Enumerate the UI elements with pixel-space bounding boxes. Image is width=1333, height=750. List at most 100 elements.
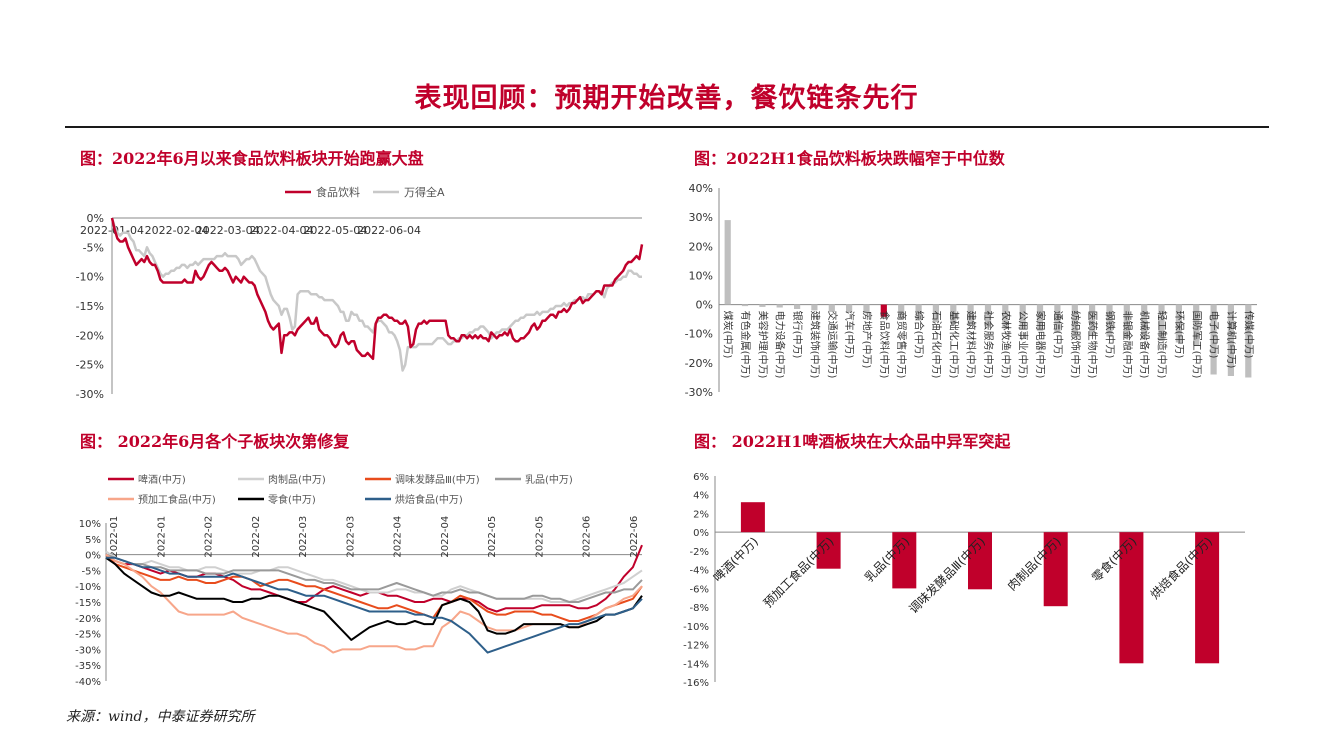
y-tick-label: 30% — [689, 211, 713, 224]
y-tick-label: 0% — [693, 528, 709, 539]
legend-label: 万得全A — [404, 185, 445, 199]
bar — [984, 304, 992, 327]
bar — [1106, 304, 1113, 337]
y-tick-label: -25% — [76, 359, 104, 372]
category-label: 农林牧渔(中万) — [999, 311, 1012, 379]
category-label: 银行(中万) — [791, 311, 804, 359]
y-tick-label: 6% — [693, 472, 709, 483]
legend-label: 零食(中万) — [268, 493, 316, 506]
category-label: 公用事业(中万) — [1017, 311, 1030, 379]
panel-title-sub-sector-recovery: 图： 2022年6月各个子板块次第修复 — [80, 432, 350, 451]
bar — [794, 304, 801, 309]
bar — [1036, 304, 1044, 331]
x-tick-label: 2022-04 — [393, 516, 404, 558]
bar — [1175, 304, 1182, 343]
category-label: 建筑装饰(中万) — [809, 311, 822, 379]
bar — [1019, 304, 1026, 330]
category-label: 石油石化(中万) — [930, 311, 943, 379]
y-tick-label: -15% — [75, 598, 101, 609]
bar — [1141, 304, 1148, 340]
category-label: 电子(中万) — [1208, 311, 1221, 359]
x-tick-label: 2022-03 — [345, 516, 356, 558]
sub-sector-returns-chart: 6% 4% 2% 0% -2% -4% -6% -8% -10% -12% -14% -16% 啤酒(中… — [683, 472, 1245, 689]
y-tick-label: -12% — [683, 641, 709, 652]
y-tick-label: 0% — [696, 299, 713, 312]
food-vs-market-chart: 0%-5%-10%-15%-20%-25%-30%2022-01-04 2022-… — [76, 185, 644, 401]
series-line-wind-all-a — [110, 217, 642, 372]
sub-sector-recovery-chart: 10% 5% 0% -5% -10% -15% -20% -25% -30% -35% -40% 20… — [75, 473, 643, 688]
x-tick-label: 2022-04-04 — [250, 224, 314, 237]
y-tick-label: -30% — [76, 388, 104, 401]
category-label: 纺织服饰(中万) — [1069, 311, 1082, 379]
panel-title-industry-ranking: 图：2022H1食品饮料板块跌幅窄于中位数 — [694, 149, 1005, 168]
bar — [968, 532, 992, 590]
y-tick-label: 0% — [87, 212, 104, 225]
x-tick-label: 2022-03-04 — [196, 224, 260, 237]
category-label: 传媒(中万) — [1242, 311, 1255, 359]
series-line-dairy — [105, 553, 643, 603]
y-tick-label: -30% — [685, 386, 713, 399]
bar — [1210, 304, 1217, 375]
category-label: 机械设备(中万) — [1138, 311, 1151, 379]
bar — [811, 304, 818, 311]
x-tick-label: 2022-05 — [487, 516, 498, 558]
bar — [724, 220, 731, 305]
panel-title-food-vs-market: 图：2022年6月以来食品饮料板块开始跑赢大盘 — [80, 149, 424, 168]
y-tick-label: 20% — [689, 240, 713, 253]
industry-ranking-chart: 40% 30% 20% 10% 0% -10% -20% -30% 煤炭(中万) 有色金属(中万)… — [685, 182, 1257, 399]
category-label: 食品饮料(中万) — [878, 311, 891, 379]
bar — [828, 304, 835, 312]
y-tick-label: -20% — [75, 614, 101, 625]
y-tick-label: -10% — [683, 622, 709, 633]
x-tick-label: 2022-01 — [156, 516, 167, 558]
category-label: 有色金属(中万) — [739, 311, 752, 379]
y-tick-label: -5% — [83, 241, 104, 254]
y-tick-label: 40% — [689, 182, 713, 195]
category-label: 计算机(中万) — [1225, 311, 1238, 369]
bar — [816, 532, 841, 569]
bar — [915, 304, 922, 321]
legend-label: 预加工食品(中万) — [138, 493, 216, 506]
legend-label: 调味发酵品Ⅲ(中万) — [395, 473, 480, 486]
y-tick-label: 5% — [85, 535, 101, 546]
series-line-food-beverage — [110, 217, 644, 361]
category-label: 煤炭(中万) — [722, 311, 735, 359]
y-tick-label: -2% — [690, 547, 709, 558]
x-tick-label: 2022-03 — [298, 516, 309, 558]
bar — [880, 304, 887, 317]
y-tick-label: 0% — [85, 551, 101, 562]
y-tick-label: -5% — [82, 566, 101, 577]
y-tick-label: -25% — [75, 630, 101, 641]
x-tick-label: 2022-05 — [535, 516, 546, 558]
x-tick-label: 2022-06-04 — [357, 224, 421, 237]
title-divider — [65, 126, 1269, 128]
y-tick-label: 10% — [689, 269, 713, 282]
category-label: 基础化工(中万) — [947, 311, 960, 379]
y-tick-label: -20% — [685, 357, 713, 370]
x-tick-label: 2022-02-04 — [145, 224, 209, 237]
bar — [1002, 304, 1009, 328]
bar — [967, 304, 974, 325]
x-tick-label: 2022-02 — [251, 516, 262, 558]
panel-title-sub-sector-returns: 图： 2022H1啤酒板块在大众品中异军突起 — [694, 432, 1011, 451]
y-tick-label: -20% — [76, 329, 104, 342]
legend-label: 乳品(中万) — [525, 473, 573, 486]
bar — [1043, 532, 1068, 607]
bar — [1089, 304, 1096, 336]
y-tick-label: 10% — [79, 519, 101, 530]
bar — [950, 304, 957, 324]
bar — [1227, 304, 1234, 376]
category-label: 轻工制造(中万) — [1156, 311, 1169, 379]
x-tick-label: 2022-06 — [582, 516, 593, 558]
y-tick-label: -30% — [75, 645, 101, 656]
bar — [776, 304, 783, 308]
category-label: 钢铁(中万) — [1104, 311, 1117, 359]
bar — [1054, 304, 1061, 333]
bar — [846, 304, 853, 313]
bar — [741, 304, 749, 307]
bar — [863, 304, 870, 314]
category-label: 建筑材料(中万) — [965, 311, 978, 379]
category-label: 美容护理(中万) — [756, 311, 769, 379]
bar — [1123, 304, 1130, 339]
category-label: 家用电器(中万) — [1034, 311, 1047, 379]
